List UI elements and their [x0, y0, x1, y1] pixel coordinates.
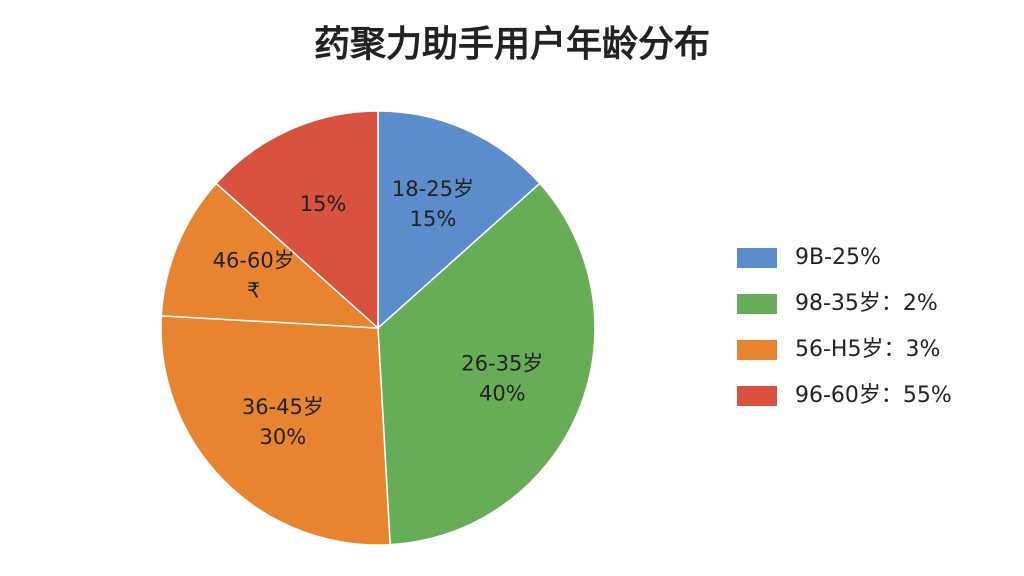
slice-value-label: 40% [479, 381, 526, 405]
chart-title: 药聚力助手用户年龄分布 [314, 24, 710, 65]
legend-label: 96-60岁：55% [795, 383, 952, 408]
pie-slice [160, 182, 381, 329]
slice-category-label: 46-60岁 [213, 249, 295, 273]
slice-value-label: 15% [410, 207, 457, 231]
legend-label: 56-H5岁：3% [795, 337, 940, 362]
legend-swatch [737, 340, 777, 360]
legend-label: 98-35岁：2% [795, 291, 938, 316]
legend-label: 9B-25% [795, 245, 881, 270]
slice-value-label: ₹ [247, 279, 260, 303]
pie-slice [160, 315, 391, 546]
slice-value-label: 30% [260, 425, 307, 449]
legend-swatch [737, 248, 777, 268]
legend-swatch [737, 294, 777, 314]
slice-category-label: 26-35岁 [461, 351, 543, 375]
pie-slice [377, 182, 596, 546]
pie-slice [377, 110, 541, 330]
slice-value-label: 15% [300, 192, 347, 216]
pie-slice [215, 110, 379, 330]
slice-category-label: 36-45岁 [242, 395, 324, 419]
legend-swatch [737, 386, 777, 406]
slice-category-label: 18-25岁 [392, 177, 474, 201]
